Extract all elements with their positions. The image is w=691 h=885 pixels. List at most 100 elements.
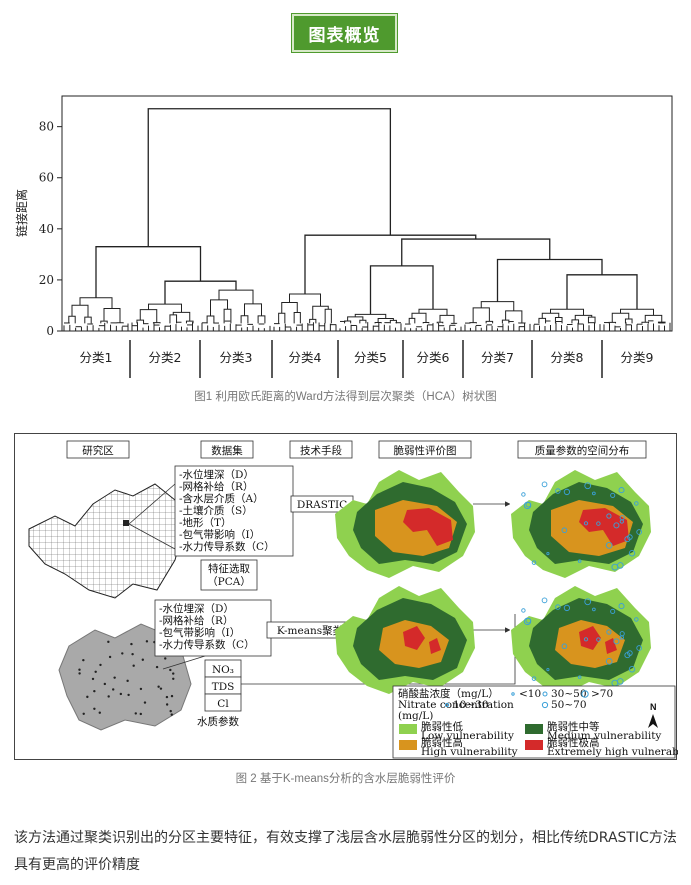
dendrogram-link [304,234,477,294]
cluster-merge [620,308,654,316]
dendrogram-links [95,108,638,315]
nitrate-range-icon [541,701,549,709]
subcluster-merge [344,320,352,324]
nitrate-sample [555,488,561,494]
subcluster-merge [312,305,329,320]
dendrogram-link [566,274,638,310]
legend-swatch [525,740,543,750]
legend-unit: (mg/L) [398,710,433,722]
sample-point [78,672,81,675]
cluster-label: 分类5 [354,350,387,365]
header-quality-distribution: 质量参数的空间分布 [535,444,630,457]
sample-point [155,665,159,669]
nitrate-range-label: >70 [591,688,613,700]
dataset-item: -包气带影响（I） [179,528,260,541]
sample-point [131,652,134,656]
nitrate-sample [606,513,612,519]
nitrate-sample [577,675,582,679]
subcluster-merge [257,315,266,324]
subcluster-merge [469,322,477,324]
pca-label-line1: 特征选取 [208,562,250,575]
figure1-caption: 图1 利用欧氏距离的Ward方法得到层次聚类（HCA）树状图 [194,391,497,403]
sample-point [82,712,85,715]
subcluster-merge [278,312,286,324]
vulnerability-map [335,586,475,694]
sample-point [145,640,149,643]
nitrate-sample [613,638,620,645]
figure2-diagram: 研究区 数据集 技术手段 脆弱性评价图 质量参数的空间分布 [28,440,691,759]
nitrate-range-icon [542,691,548,697]
north-arrow-label: N [650,702,657,712]
subcluster-merge [169,314,178,324]
subcluster-merge [608,321,617,324]
sample-point [119,692,123,696]
subcluster-merge [116,322,124,324]
nitrate-sample [563,604,571,612]
nitrate-sample [624,652,631,659]
north-arrow-icon [648,714,658,728]
pca-box: 特征选取 （PCA） [200,559,258,591]
sample-point [121,652,124,655]
y-tick-label: 0 [46,324,54,338]
water-parameter-box: NO₃ TDS Cl [204,659,242,712]
nitrate-sample [605,658,613,665]
sample-point [103,682,107,686]
header-vulnerability-map: 脆弱性评价图 [394,444,457,457]
subcluster-merge [244,303,262,316]
method-kmeans: K-means聚类 [277,624,344,637]
vulnerability-map [511,586,651,694]
plot-frame [61,95,673,332]
subcluster-merge [538,317,547,324]
header-study-area: 研究区 [82,444,114,457]
nitrate-sample [592,607,596,612]
legend-class-cn: 脆弱性极高 [547,736,600,749]
subcluster-merge [172,311,191,322]
nitrate-sample [636,529,643,535]
vulnerability-map [335,470,475,578]
cluster-merge [550,308,584,316]
cluster-merge [148,303,182,313]
cluster-label: 分类8 [551,350,584,365]
nitrate-sample [546,552,550,556]
subcluster-merge [103,308,121,323]
dendrogram-link [95,246,202,298]
subcluster-merge [71,304,89,318]
sample-point [172,672,175,675]
param-tds: TDS [212,681,235,693]
legend-swatch [399,740,417,750]
nitrate-sample [584,598,592,606]
subcluster-merge [152,322,161,324]
legend-class-cn: 脆弱性中等 [547,720,600,733]
nitrate-range-icon [444,702,450,708]
legend-class-cn: 脆弱性高 [421,736,463,749]
subcluster-merge [611,312,630,323]
dataset-item: -土壤介质（S） [179,504,253,517]
subcluster-merge [139,309,158,323]
dataset-item: -水位埋深（D） [159,602,234,615]
dendrogram-link [496,258,603,302]
legend-class-cn: 脆弱性低 [421,720,463,733]
cluster-label: 分类1 [80,350,113,365]
nitrate-range-icon [581,690,589,698]
cluster-label: 分类4 [289,350,322,365]
nitrate-sample [541,481,548,488]
nitrate-sample [563,488,571,496]
cluster-merge [418,308,448,316]
cluster-merge [79,297,113,309]
subcluster-merge [408,317,416,324]
subcluster-merge [84,316,92,324]
cluster-label: 分类2 [149,350,182,365]
header-box [289,440,353,459]
vulnerability-map [511,470,651,578]
sample-point [143,701,147,704]
header-box [66,440,130,459]
nitrate-sample [628,550,636,557]
subcluster-merge [240,315,249,324]
nitrate-sample [523,501,532,510]
nitrate-sample [596,637,601,642]
nitrate-sample [577,559,582,563]
nitrate-sample [583,521,589,526]
nitrate-sample [618,487,625,494]
sample-point [139,687,143,691]
subcluster-merge [505,310,523,324]
